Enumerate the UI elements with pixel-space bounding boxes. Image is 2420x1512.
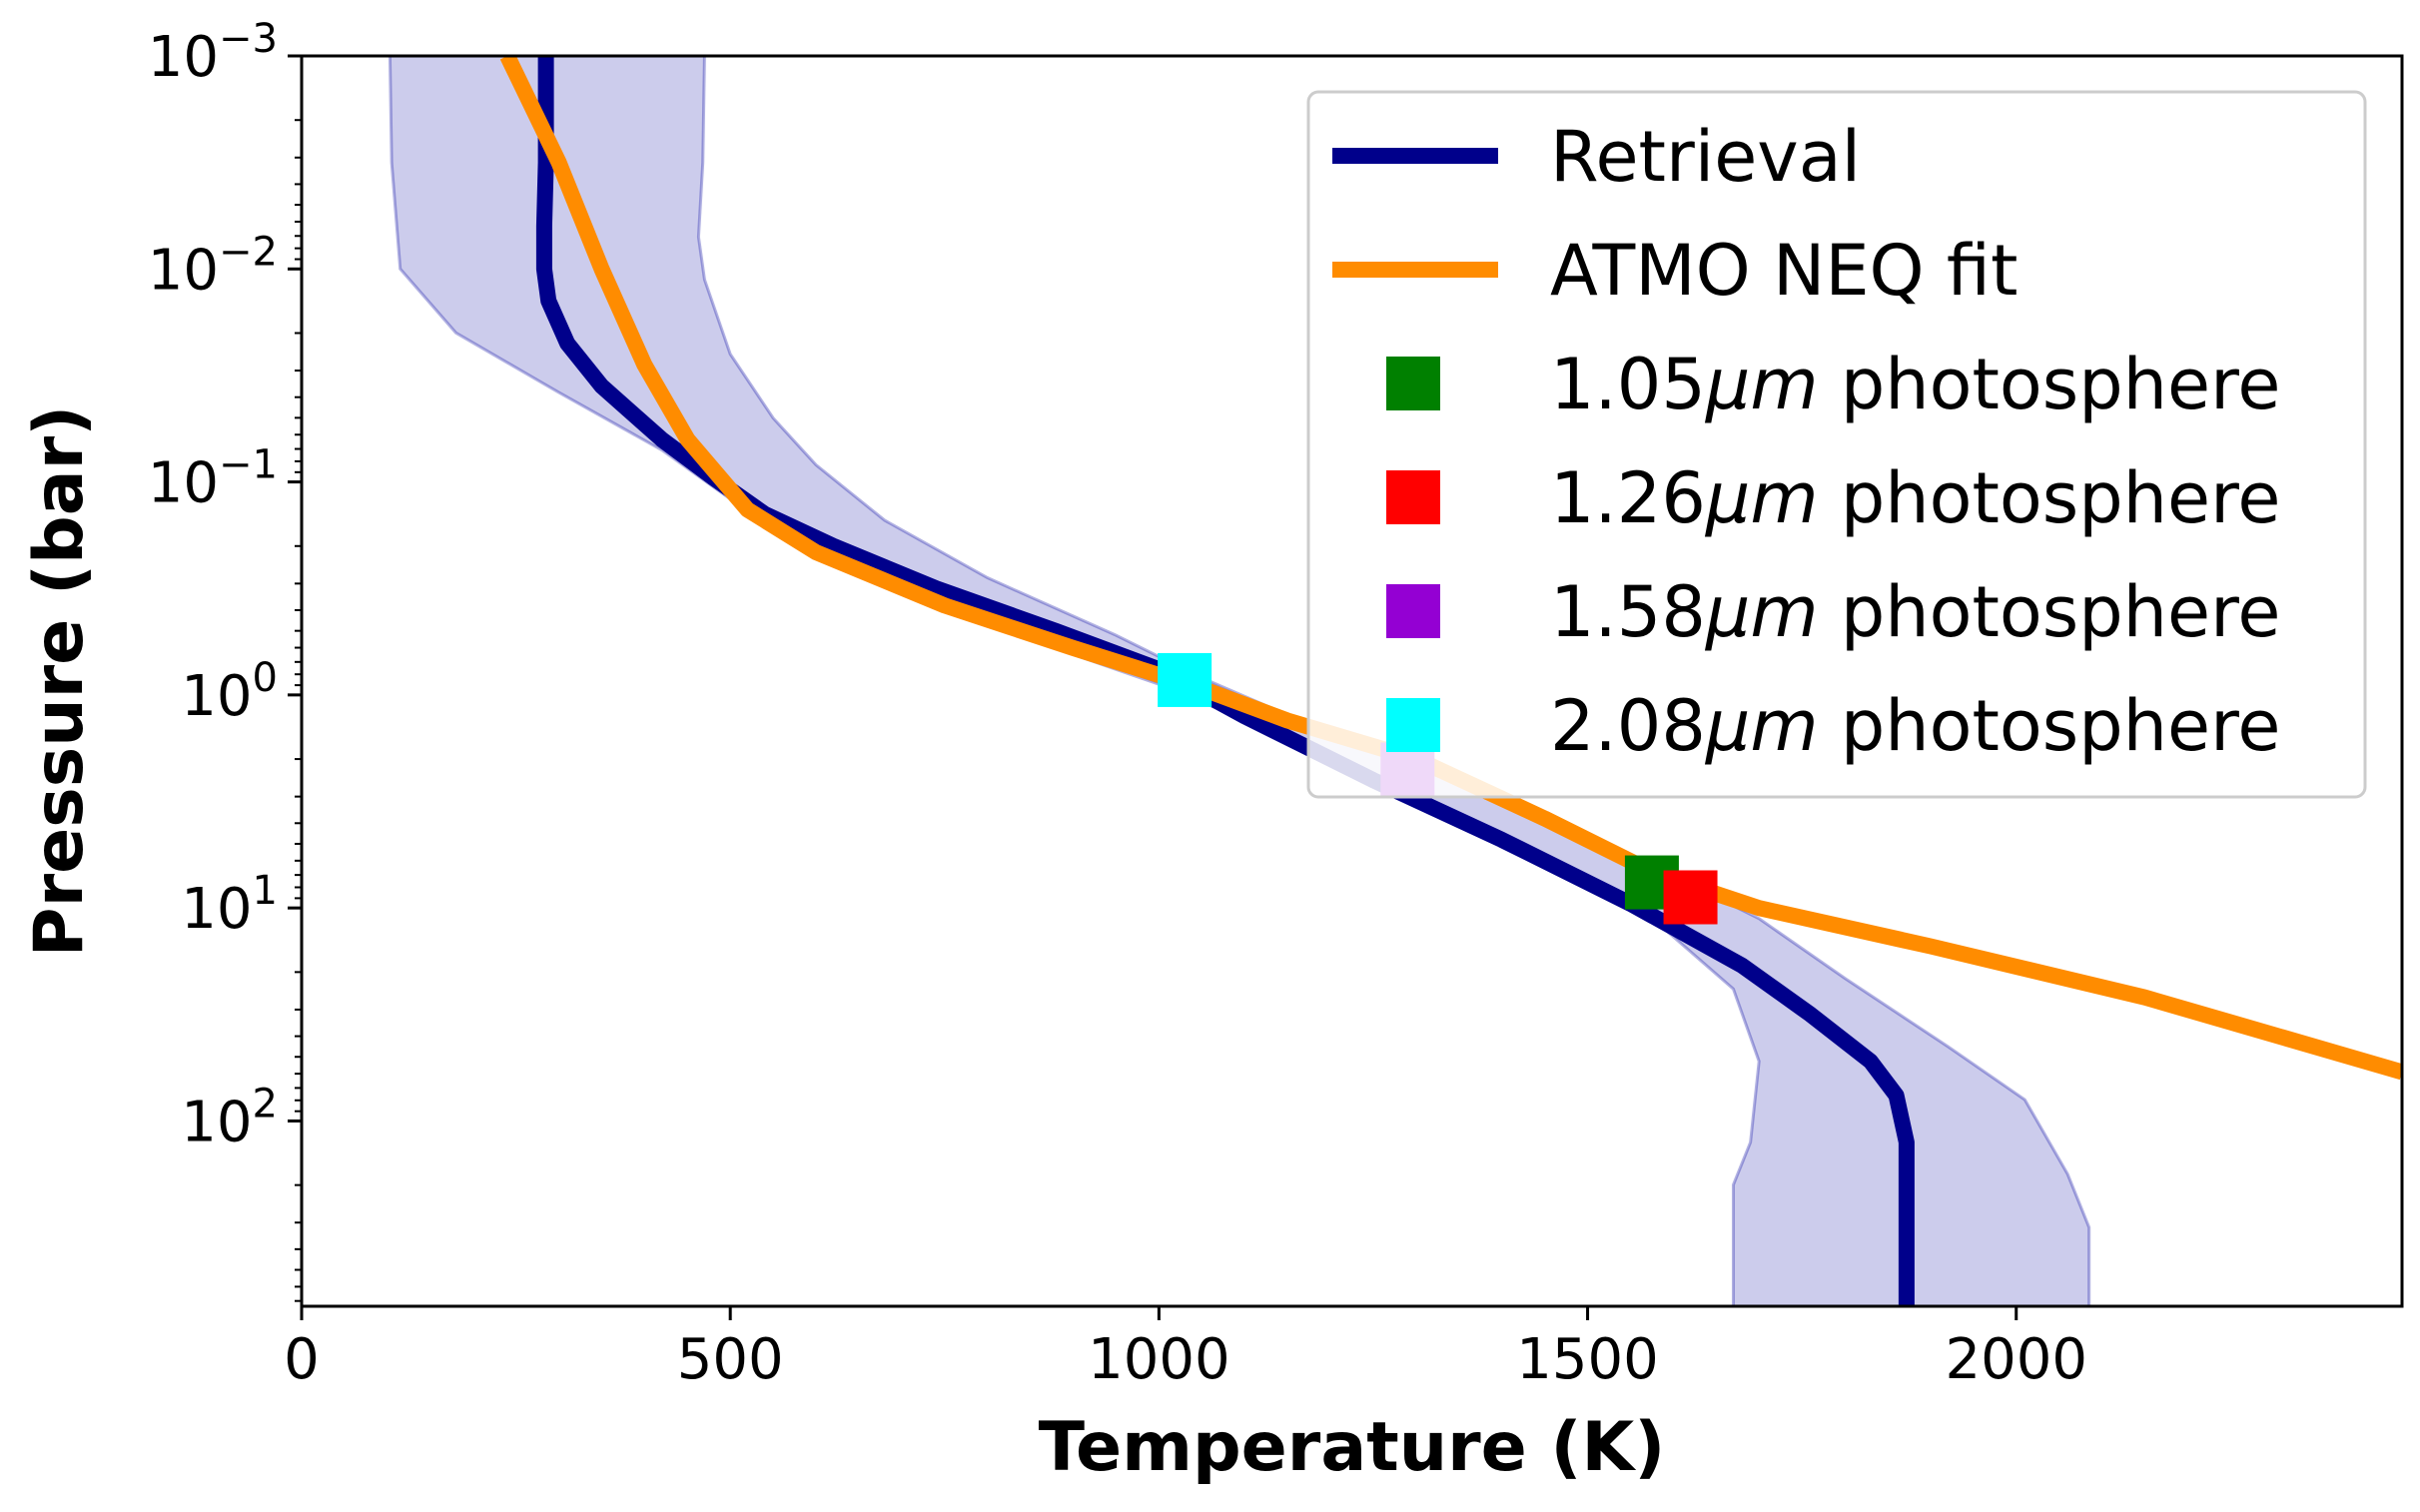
x-tick-label: 1500 (1516, 1327, 1659, 1392)
x-tick-label: 2000 (1945, 1327, 2087, 1392)
legend-label: 2.08μm photosphere (1550, 685, 2280, 767)
legend-entry: 1.05μm photosphere (1386, 344, 2280, 425)
y-tick-label: 10−3 (148, 16, 278, 90)
legend-square-swatch (1386, 698, 1440, 752)
series-line-retrieval (535, 56, 1915, 1306)
legend-label: Retrieval (1550, 116, 1861, 198)
legend-entry: 1.58μm photosphere (1386, 571, 2280, 653)
legend-square-swatch (1386, 357, 1440, 410)
legend-label: 1.58μm photosphere (1550, 571, 2280, 653)
legend-square-swatch (1386, 470, 1440, 524)
y-axis-title: Pressure (bar) (20, 405, 99, 957)
legend-label: ATMO NEQ fit (1550, 230, 2017, 312)
legend-entry: Retrieval (1332, 116, 1861, 198)
legend-entry: ATMO NEQ fit (1332, 230, 2017, 312)
y-tick-label: 101 (181, 868, 278, 942)
legend-square-swatch (1386, 584, 1440, 638)
y-tick-label: 10−2 (148, 229, 278, 303)
legend: Retrieval ATMO NEQ fit 1.05μm photosphere 1… (1306, 90, 2367, 799)
legend-entry: 1.26μm photosphere (1386, 457, 2280, 539)
legend-box (1306, 90, 2367, 799)
x-axis-title: Temperature (K) (1039, 1408, 1666, 1487)
x-tick-label: 1000 (1088, 1327, 1230, 1392)
x-tick-label: 500 (677, 1327, 784, 1392)
x-tick-label: 0 (284, 1327, 320, 1392)
photosphere-marker-208 (1158, 652, 1212, 707)
photosphere-marker-126 (1663, 870, 1718, 925)
y-tick-label: 10−1 (148, 442, 278, 516)
legend-label: 1.26μm photosphere (1550, 457, 2280, 539)
legend-label: 1.05μm photosphere (1550, 344, 2280, 425)
y-tick-label: 102 (181, 1081, 278, 1154)
y-tick-label: 100 (181, 655, 278, 729)
plot-frame (300, 54, 2404, 1308)
axes: 0 500 1000 1500 2000 10−3 10−2 10−1 100 101 102 (148, 16, 2404, 1392)
legend-entry: 2.08μm photosphere (1386, 685, 2280, 767)
series-line-atmo-neq-fit (499, 56, 2402, 1081)
